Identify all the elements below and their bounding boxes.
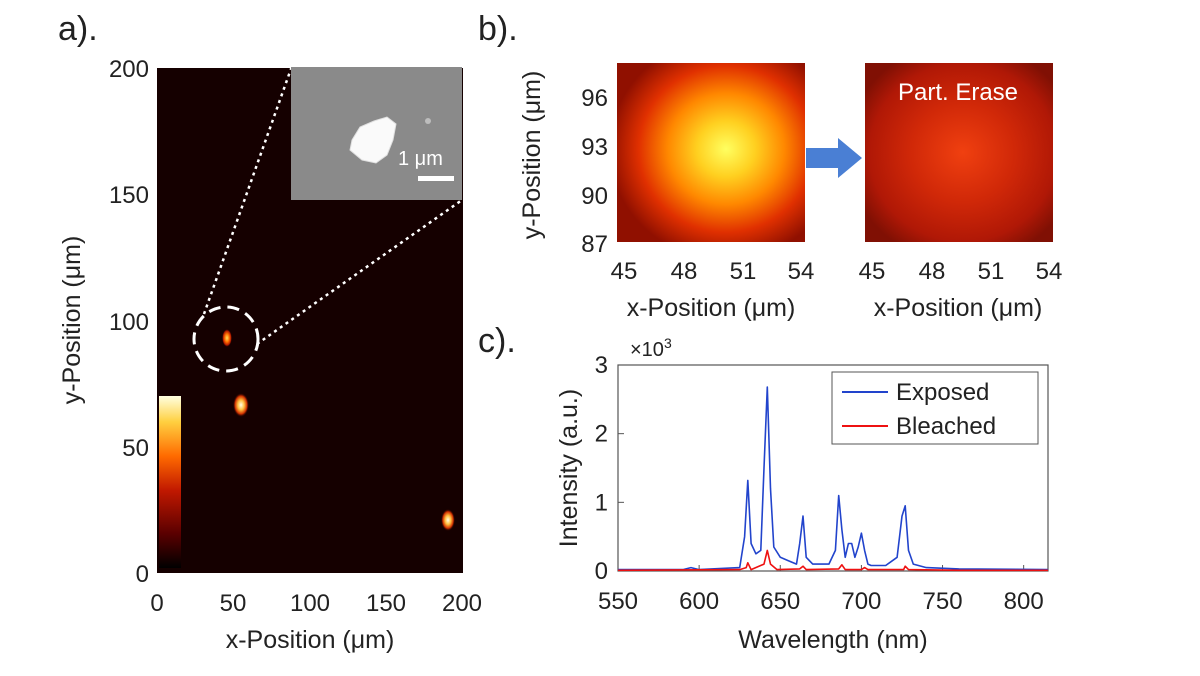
c-ytick-1: 1 (595, 489, 608, 516)
b-ytick-90: 90 (581, 183, 608, 210)
legend-label-exposed: Exposed (896, 379, 989, 406)
legend-label-bleached: Bleached (896, 413, 996, 440)
c-legend: Exposed Bleached (831, 371, 1039, 445)
b-right-xtick-45: 45 (859, 258, 886, 285)
b-right-xtick-54: 54 (1036, 258, 1063, 285)
b-left-xtick-48: 48 (671, 258, 698, 285)
b-left-xlabel: x-Position (μm) (627, 294, 796, 322)
sem-speck (425, 118, 431, 124)
inset-scale-bar (418, 176, 454, 181)
c-xtick-650: 650 (760, 588, 800, 615)
panel-b-ticks: 96 93 90 87 45 48 51 54 45 48 51 54 (581, 85, 1062, 285)
c-ytick-3: 3 (595, 352, 608, 379)
c-legend-box (831, 371, 1039, 445)
c-xtick-550: 550 (598, 588, 638, 615)
c-ylabel: Intensity (a.u.) (555, 389, 583, 547)
series-line-exposed (618, 386, 1049, 571)
a-xtick-50: 50 (220, 590, 247, 617)
c-ytick-0: 0 (595, 558, 608, 585)
a-xtick-100: 100 (290, 590, 330, 617)
c-multiplier-base: ×10 (630, 339, 664, 361)
a-ylabel: y-Position (μm) (58, 236, 86, 405)
bright-spot-3 (441, 509, 455, 531)
panel-a-label: a). (58, 10, 98, 48)
c-xtick-750: 750 (923, 588, 963, 615)
b-right-title: Part. Erase (898, 79, 1018, 106)
panel-b-label: b). (478, 10, 518, 48)
bright-spot-1 (222, 329, 232, 347)
panel-b-left-heatmap (617, 63, 805, 242)
panel-b-right-heatmap (865, 63, 1053, 242)
c-multiplier: ×103 (630, 335, 672, 361)
b-ytick-96: 96 (581, 85, 608, 112)
b-right-xtick-48: 48 (919, 258, 946, 285)
series-line-bleached (617, 549, 1048, 572)
b-right-xtick-51: 51 (978, 258, 1005, 285)
a-xtick-200: 200 (442, 590, 482, 617)
inset-scale-label: 1 μm (398, 148, 443, 170)
c-multiplier-exp: 3 (664, 335, 672, 351)
a-ytick-0: 0 (136, 561, 149, 588)
a-ytick-200: 200 (109, 56, 149, 83)
a-ytick-150: 150 (109, 182, 149, 209)
c-series-group (617, 386, 1049, 572)
sem-particle (349, 116, 397, 164)
panel-a-colorbar (159, 396, 181, 568)
b-ytick-87: 87 (581, 231, 608, 258)
a-xtick-0: 0 (150, 590, 163, 617)
b-left-xtick-54: 54 (788, 258, 815, 285)
transition-arrow (806, 138, 862, 178)
c-ytick-2: 2 (595, 421, 608, 448)
bright-spot-2 (233, 393, 249, 417)
panel-a-ticks: 200 150 100 50 0 0 50 100 150 200 (109, 56, 482, 617)
a-xlabel: x-Position (μm) (226, 626, 395, 654)
b-ylabel: y-Position (μm) (518, 71, 546, 240)
c-xlabel: Wavelength (nm) (738, 626, 927, 654)
c-xtick-700: 700 (841, 588, 881, 615)
a-ytick-100: 100 (109, 309, 149, 336)
a-ytick-50: 50 (122, 435, 149, 462)
a-xtick-150: 150 (366, 590, 406, 617)
highlight-circle (192, 305, 260, 373)
c-tick-group: 550 600 650 700 750 800 0 1 2 3 (595, 352, 1044, 615)
zoom-line-upper (202, 65, 294, 315)
b-right-xlabel: x-Position (μm) (874, 294, 1043, 322)
b-left-xtick-51: 51 (730, 258, 757, 285)
b-ytick-93: 93 (581, 134, 608, 161)
c-xtick-800: 800 (1004, 588, 1044, 615)
b-left-xtick-45: 45 (611, 258, 638, 285)
panel-c-label: c). (478, 322, 516, 360)
c-xtick-600: 600 (679, 588, 719, 615)
